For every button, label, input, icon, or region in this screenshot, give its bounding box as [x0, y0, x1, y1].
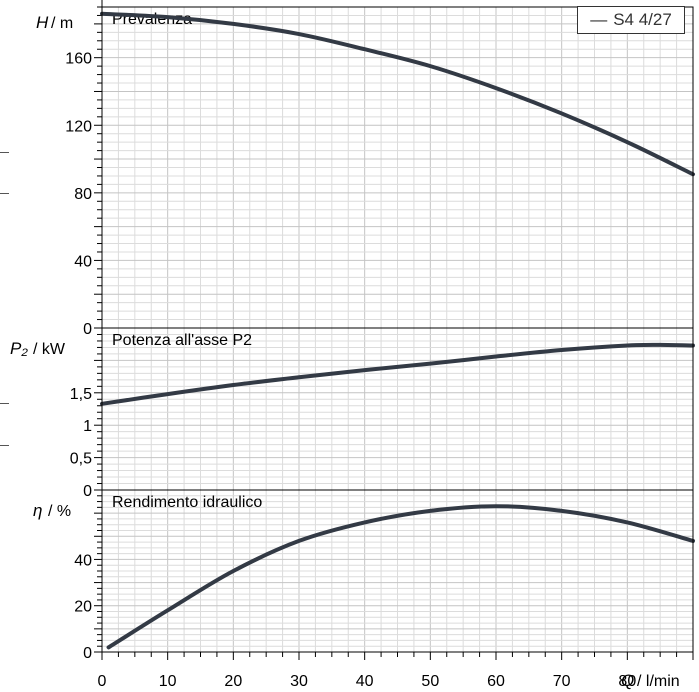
- y-tick-label: 0: [83, 321, 92, 338]
- x-tick-label: 20: [224, 673, 242, 690]
- x-tick-label: 70: [553, 673, 571, 690]
- y-tick-label: 40: [74, 253, 92, 270]
- y-axis-unit: / %: [48, 503, 71, 520]
- x-axis-symbol: Q: [621, 671, 634, 690]
- y-axis-unit: / m: [51, 15, 73, 32]
- y-tick-label: 0,5: [70, 451, 92, 468]
- x-tick-label: 40: [356, 673, 374, 690]
- x-tick-label: 50: [421, 673, 439, 690]
- legend-label: S4 4/27: [613, 10, 672, 29]
- y-tick-label: 1: [83, 418, 92, 435]
- y-axis-symbol: P₂: [10, 339, 28, 358]
- y-tick-label: 0: [83, 483, 92, 500]
- series-line-H: [100, 11, 695, 177]
- y-tick-label: 1,5: [70, 386, 92, 403]
- y-tick-label: 120: [65, 118, 92, 135]
- legend-marker: —: [590, 10, 608, 29]
- side-divider: [0, 403, 9, 404]
- legend: — S4 4/27: [577, 6, 685, 34]
- panel-title: Potenza all'asse P2: [112, 332, 252, 349]
- y-axis-symbol: H: [36, 13, 49, 32]
- y-tick-label: 40: [74, 552, 92, 569]
- y-tick-label: 80: [74, 186, 92, 203]
- panel-title: Rendimento idraulico: [112, 494, 262, 511]
- x-axis-unit: / l/min: [637, 673, 680, 690]
- x-tick-label: 10: [159, 673, 177, 690]
- y-axis-symbol: η: [33, 501, 42, 520]
- y-tick-label: 20: [74, 599, 92, 616]
- side-divider: [0, 193, 9, 194]
- y-axis-unit: / kW: [33, 341, 66, 358]
- series-line-eta: [106, 504, 695, 650]
- x-tick-label: 60: [487, 673, 505, 690]
- y-tick-label: 160: [65, 51, 92, 68]
- x-tick-label: 0: [98, 673, 107, 690]
- x-tick-label: 30: [290, 673, 308, 690]
- y-tick-label: 0: [83, 645, 92, 662]
- side-divider: [0, 445, 9, 446]
- series-line-P2: [100, 342, 695, 406]
- x-tick-label: 80: [618, 673, 636, 690]
- side-divider: [0, 152, 9, 153]
